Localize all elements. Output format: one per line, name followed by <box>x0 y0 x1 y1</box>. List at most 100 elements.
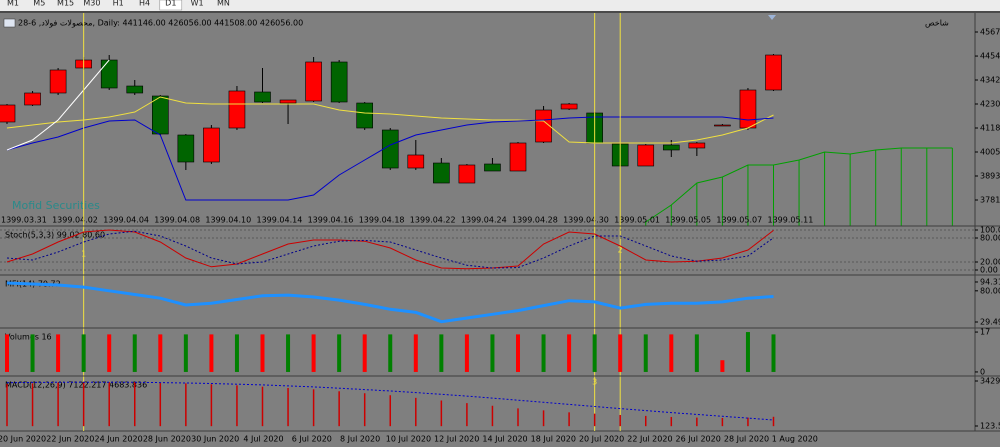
bar <box>158 334 163 372</box>
candle-body <box>433 162 450 184</box>
x-tick-label: 1399.04.04 <box>103 216 149 225</box>
candle-body <box>662 144 680 151</box>
bar <box>592 334 597 372</box>
bar <box>542 410 545 427</box>
bar <box>568 412 570 427</box>
candle-body <box>509 142 527 172</box>
toolbar-button[interactable]: W1 <box>191 0 204 8</box>
bar <box>567 334 572 372</box>
bar <box>31 383 34 427</box>
x-tick-label: 1399.04.30 <box>563 216 609 225</box>
bar <box>772 416 775 427</box>
y-tick-label: 34296 <box>980 377 1000 386</box>
toolbar <box>0 0 1000 11</box>
y-tick-label: 94.31 <box>980 277 1000 286</box>
chart-header: 28-6 ,محصولات فولاد, Daily: 441146.00 42… <box>18 19 303 28</box>
indicator-line <box>6 230 774 269</box>
time-axis-label: 8 Jul 2020 <box>340 435 380 444</box>
bar <box>108 382 110 427</box>
bar <box>696 417 698 427</box>
bar <box>183 334 188 372</box>
candle-body <box>407 154 425 169</box>
toolbar-button[interactable]: H1 <box>113 0 124 8</box>
x-tick-label: 1399.05.05 <box>665 216 711 225</box>
y-tick-label: 80.00 <box>980 234 1000 243</box>
time-axis-label: 28 Jul 2020 <box>724 435 769 444</box>
candle-body <box>177 134 195 163</box>
bar <box>159 382 162 427</box>
vertical-line-label: 1 <box>81 250 86 259</box>
y-tick-label: 100.00 <box>980 226 1000 235</box>
candle-body <box>765 54 782 91</box>
candle-body <box>356 102 374 129</box>
bar <box>337 334 342 372</box>
bar <box>464 334 469 372</box>
overlay-line <box>6 116 774 201</box>
bar <box>363 393 366 427</box>
bar <box>6 384 8 427</box>
toolbar-button[interactable]: M30 <box>83 0 100 8</box>
bar <box>721 417 724 427</box>
toolbar-button[interactable]: D1 <box>165 0 176 8</box>
indicator-line <box>6 281 774 324</box>
bar <box>466 403 468 427</box>
symbol-annotation: شاخص <box>925 19 949 28</box>
bar <box>670 416 673 427</box>
bar <box>209 334 214 372</box>
toolbar-button-active[interactable] <box>159 0 183 11</box>
toolbar-button[interactable]: MN <box>217 0 230 8</box>
x-tick-label: 1399.04.18 <box>359 216 405 225</box>
bar <box>134 382 136 427</box>
time-axis-label: 28 Jun 2020 <box>143 435 191 444</box>
x-tick-label: 1399.04.22 <box>410 216 456 225</box>
time-axis-label: 14 Jul 2020 <box>482 435 527 444</box>
indicator-line <box>6 229 774 270</box>
toolbar-button[interactable]: H4 <box>139 0 150 8</box>
x-tick-label: 1399.04.28 <box>512 216 558 225</box>
bar <box>747 417 749 427</box>
candle-body <box>126 85 144 94</box>
bar <box>234 334 239 372</box>
candle-body <box>228 90 246 129</box>
toolbar-button[interactable]: M1 <box>7 0 19 8</box>
time-axis-label: 18 Jul 2020 <box>531 435 576 444</box>
toolbar-button[interactable]: M5 <box>33 0 45 8</box>
bar <box>771 334 776 372</box>
bar <box>260 334 265 372</box>
bar <box>81 334 86 372</box>
time-axis-label: 30 Jun 2020 <box>191 435 239 444</box>
candle-body <box>254 91 271 103</box>
bar <box>57 382 59 427</box>
x-tick-label: 1399.03.31 <box>1 216 47 225</box>
time-axis-label: 22 Jun 2020 <box>46 435 94 444</box>
x-tick-label: 1399.05.01 <box>614 216 660 225</box>
y-tick-label: 45671 <box>980 27 1000 36</box>
bar <box>413 334 418 372</box>
bar <box>645 415 647 427</box>
bar <box>107 334 112 372</box>
cloud-edge <box>645 147 953 223</box>
x-tick-label: 1399.04.14 <box>257 216 303 225</box>
toolbar-border <box>0 11 1000 13</box>
bar <box>185 383 187 427</box>
y-tick-label: 29.49 <box>980 318 1000 327</box>
time-axis-label: 12 Jul 2020 <box>434 435 479 444</box>
bar <box>720 360 725 372</box>
y-tick-label: 0 <box>980 367 985 376</box>
y-tick-label: 43426 <box>980 76 1000 85</box>
x-tick-label: 1399.04.24 <box>461 216 507 225</box>
bar <box>516 334 520 372</box>
toolbar-button[interactable]: M15 <box>57 0 74 8</box>
candle-body <box>100 59 118 89</box>
bar <box>261 386 264 427</box>
bar <box>210 384 213 427</box>
candle-body <box>739 89 757 129</box>
x-tick-label: 1399.04.08 <box>154 216 200 225</box>
bar <box>5 334 9 372</box>
x-tick-label: 1399.04.02 <box>52 216 98 225</box>
bar <box>236 385 238 427</box>
y-tick-label: 80.00 <box>980 286 1000 295</box>
watermark: Mofid Securities <box>12 199 100 212</box>
